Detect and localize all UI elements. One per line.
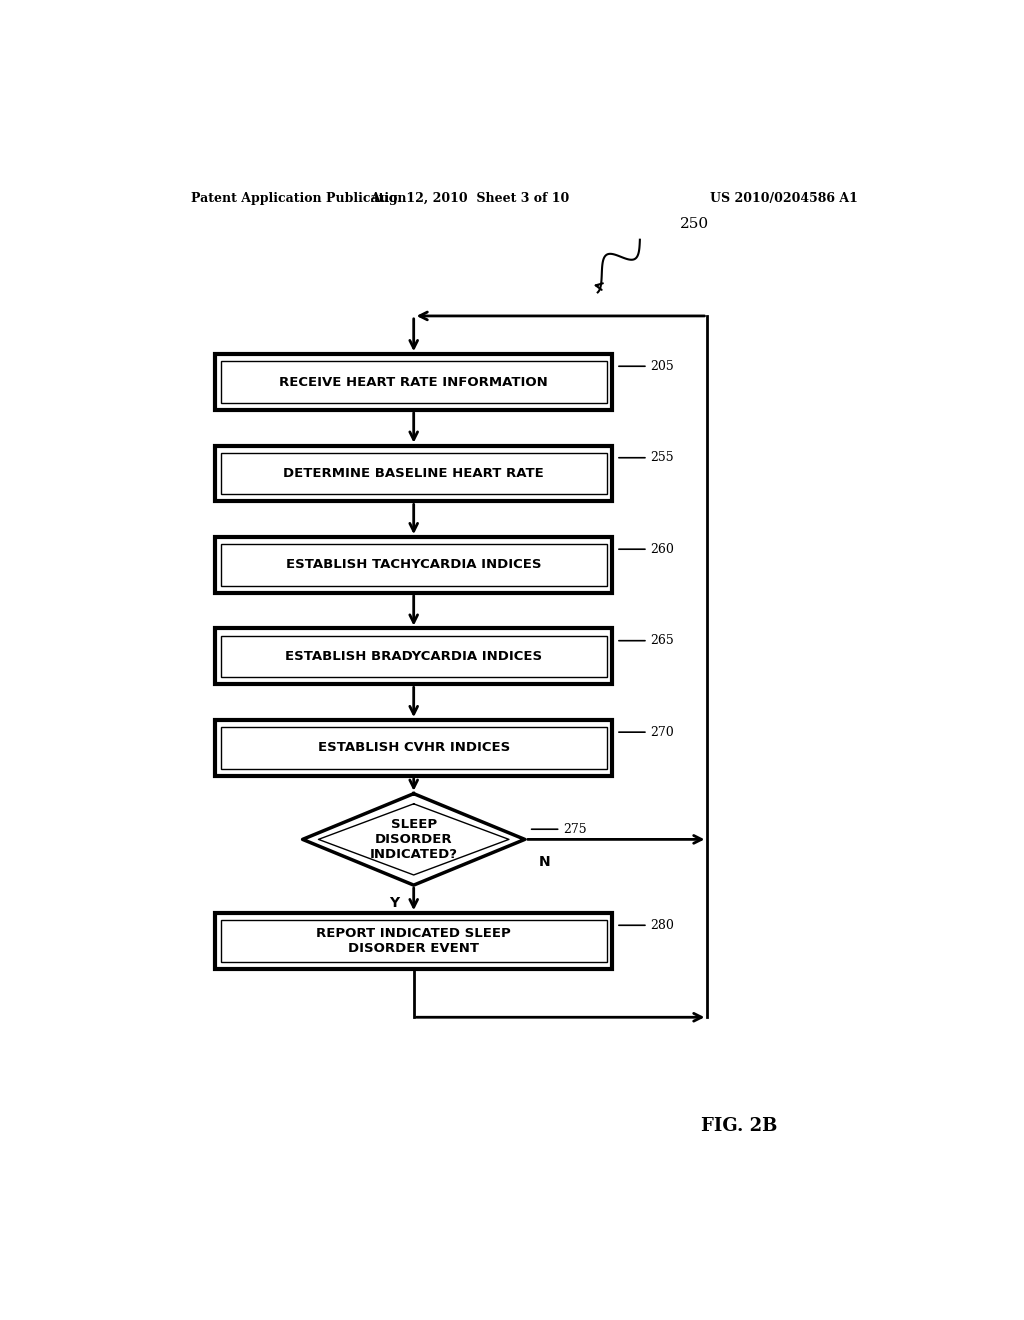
Text: FIG. 2B: FIG. 2B: [700, 1117, 777, 1135]
Bar: [221, 727, 606, 768]
Text: 265: 265: [650, 634, 674, 647]
Bar: [215, 354, 612, 411]
Text: Aug. 12, 2010  Sheet 3 of 10: Aug. 12, 2010 Sheet 3 of 10: [370, 191, 569, 205]
Text: ESTABLISH TACHYCARDIA INDICES: ESTABLISH TACHYCARDIA INDICES: [286, 558, 542, 572]
Text: 260: 260: [650, 543, 674, 556]
Bar: [215, 537, 612, 593]
Polygon shape: [303, 793, 524, 886]
Bar: [221, 362, 606, 403]
Text: REPORT INDICATED SLEEP
DISORDER EVENT: REPORT INDICATED SLEEP DISORDER EVENT: [316, 927, 511, 956]
Bar: [221, 636, 606, 677]
Bar: [221, 544, 606, 586]
Text: 280: 280: [650, 919, 674, 932]
Bar: [215, 628, 612, 684]
Text: SLEEP
DISORDER
INDICATED?: SLEEP DISORDER INDICATED?: [370, 818, 458, 861]
Text: US 2010/0204586 A1: US 2010/0204586 A1: [711, 191, 858, 205]
Bar: [215, 913, 612, 969]
Bar: [221, 920, 606, 962]
Text: RECEIVE HEART RATE INFORMATION: RECEIVE HEART RATE INFORMATION: [280, 375, 548, 388]
Bar: [215, 446, 612, 502]
Text: Y: Y: [389, 896, 399, 911]
Text: 275: 275: [563, 822, 587, 836]
Text: 255: 255: [650, 451, 674, 465]
Text: DETERMINE BASELINE HEART RATE: DETERMINE BASELINE HEART RATE: [284, 467, 544, 480]
Text: Patent Application Publication: Patent Application Publication: [191, 191, 407, 205]
Bar: [221, 453, 606, 494]
Text: 205: 205: [650, 360, 674, 372]
Text: 250: 250: [680, 218, 709, 231]
Text: 270: 270: [650, 726, 674, 739]
Text: ESTABLISH CVHR INDICES: ESTABLISH CVHR INDICES: [317, 742, 510, 755]
Text: N: N: [539, 855, 551, 869]
Bar: [215, 719, 612, 776]
Text: ESTABLISH BRADYCARDIA INDICES: ESTABLISH BRADYCARDIA INDICES: [285, 649, 543, 663]
